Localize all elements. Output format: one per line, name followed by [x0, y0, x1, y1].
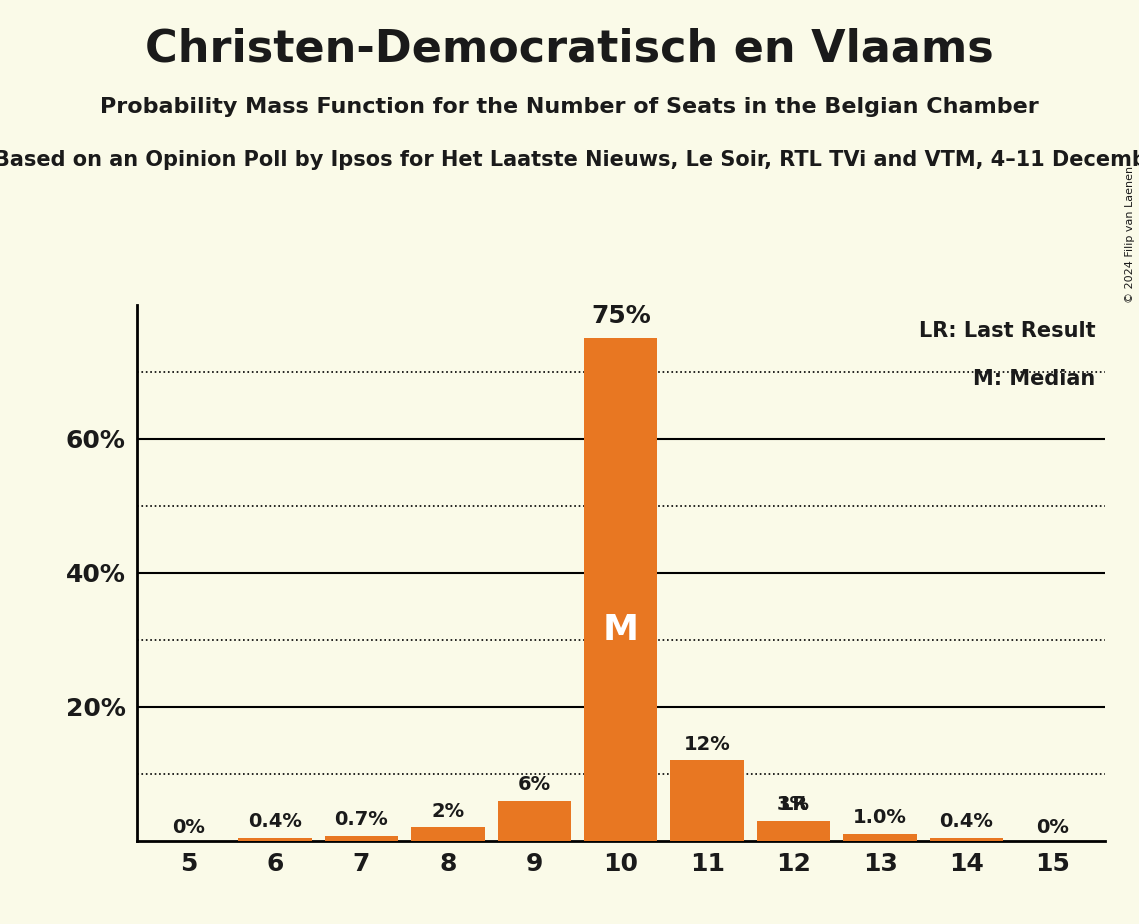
Text: 0.4%: 0.4% — [940, 812, 993, 832]
Bar — [238, 838, 312, 841]
Text: LR: Last Result: LR: Last Result — [918, 321, 1095, 341]
Text: LR: LR — [780, 795, 808, 814]
Text: Based on an Opinion Poll by Ipsos for Het Laatste Nieuws, Le Soir, RTL TVi and V: Based on an Opinion Poll by Ipsos for He… — [0, 150, 1139, 170]
Bar — [411, 828, 484, 841]
Text: 0%: 0% — [1036, 819, 1070, 837]
Text: 0.7%: 0.7% — [335, 810, 388, 830]
Bar — [929, 838, 1003, 841]
Text: Probability Mass Function for the Number of Seats in the Belgian Chamber: Probability Mass Function for the Number… — [100, 97, 1039, 117]
Text: 12%: 12% — [683, 735, 730, 754]
Text: M: M — [603, 613, 639, 647]
Bar — [584, 338, 657, 841]
Text: 6%: 6% — [518, 775, 551, 794]
Text: 75%: 75% — [591, 304, 650, 328]
Bar — [498, 800, 571, 841]
Bar — [671, 760, 744, 841]
Text: © 2024 Filip van Laenen: © 2024 Filip van Laenen — [1125, 166, 1134, 303]
Bar — [757, 821, 830, 841]
Bar — [843, 834, 917, 841]
Text: 1.0%: 1.0% — [853, 808, 907, 828]
Text: 3%: 3% — [777, 795, 810, 814]
Bar — [325, 836, 399, 841]
Text: Christen-Democratisch en Vlaams: Christen-Democratisch en Vlaams — [145, 28, 994, 71]
Text: 0%: 0% — [172, 819, 205, 837]
Text: 0.4%: 0.4% — [248, 812, 302, 832]
Text: M: Median: M: Median — [973, 370, 1095, 389]
Text: 2%: 2% — [432, 802, 465, 821]
